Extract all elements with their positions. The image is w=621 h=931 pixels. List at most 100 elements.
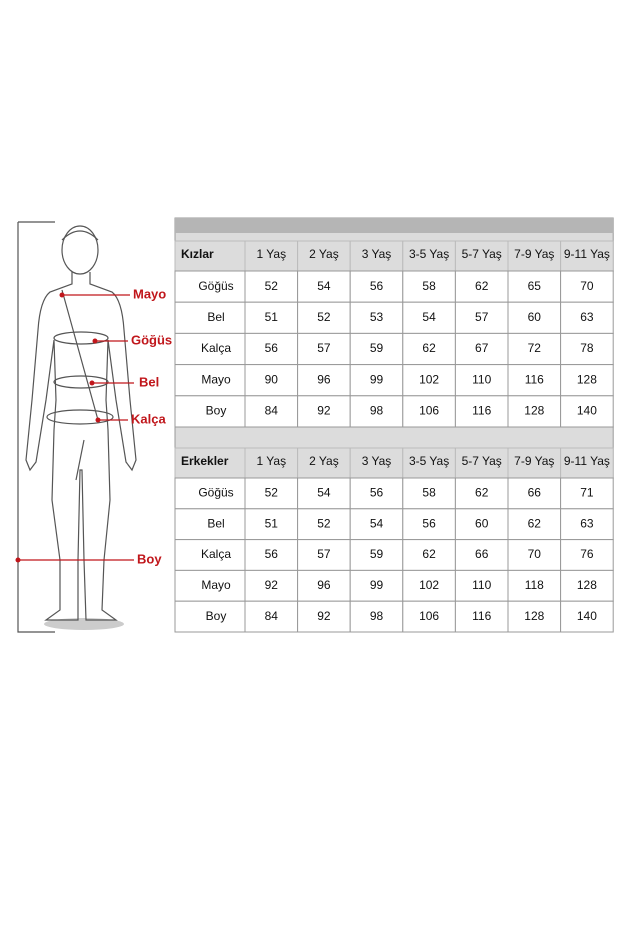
table-title: Erkekler bbox=[181, 454, 229, 468]
cell-value: 128 bbox=[577, 372, 597, 386]
cell-value: 62 bbox=[475, 279, 489, 293]
cell-value: 106 bbox=[419, 404, 439, 418]
figure-label: Kalça bbox=[131, 411, 166, 426]
column-header: 3 Yaş bbox=[362, 454, 392, 468]
cell bbox=[402, 477, 456, 510]
cell-value: 96 bbox=[317, 372, 331, 386]
cell bbox=[454, 477, 509, 510]
cell-value: 90 bbox=[265, 372, 279, 386]
cell-value: 59 bbox=[370, 341, 384, 355]
cell-value: 84 bbox=[265, 609, 279, 623]
cell-value: 67 bbox=[475, 341, 489, 355]
cell bbox=[507, 569, 562, 602]
column-header: 3-5 Yaş bbox=[409, 247, 449, 261]
row-label-cell bbox=[174, 270, 246, 303]
column-header: 7-9 Yaş bbox=[514, 454, 554, 468]
cell bbox=[507, 539, 562, 571]
cell-value: 99 bbox=[370, 578, 384, 592]
row-label: Göğüs bbox=[198, 279, 233, 293]
cell-value: 62 bbox=[422, 341, 436, 355]
cell-value: 116 bbox=[472, 404, 491, 418]
header-cell bbox=[402, 447, 456, 479]
cell-value: 92 bbox=[317, 404, 331, 418]
cell-value: 56 bbox=[422, 516, 436, 530]
cell-value: 54 bbox=[422, 310, 436, 324]
cell-value: 51 bbox=[265, 516, 279, 530]
cell bbox=[402, 301, 456, 334]
cell-value: 70 bbox=[580, 279, 594, 293]
row-label: Mayo bbox=[201, 578, 231, 592]
cell-value: 57 bbox=[317, 547, 331, 561]
cell-value: 54 bbox=[317, 279, 331, 293]
header-cell bbox=[297, 447, 351, 479]
cell-value: 128 bbox=[524, 404, 544, 418]
cell bbox=[454, 508, 509, 541]
cell-value: 66 bbox=[475, 547, 489, 561]
cell bbox=[454, 270, 509, 303]
row-label: Bel bbox=[207, 516, 224, 530]
column-header: 3 Yaş bbox=[362, 247, 392, 261]
cell-value: 65 bbox=[528, 279, 542, 293]
cell-value: 92 bbox=[265, 578, 279, 592]
cell bbox=[560, 600, 614, 633]
column-header: 5-7 Yaş bbox=[462, 454, 502, 468]
row-label: Bel bbox=[207, 310, 224, 324]
cell bbox=[560, 270, 614, 303]
cell-value: 102 bbox=[419, 578, 439, 592]
column-header: 9-11 Yaş bbox=[564, 247, 610, 261]
cell-value: 62 bbox=[528, 516, 542, 530]
cell bbox=[297, 569, 351, 602]
cell bbox=[349, 364, 404, 397]
cell bbox=[297, 332, 351, 366]
header-cell bbox=[174, 240, 246, 272]
cell-value: 106 bbox=[419, 609, 439, 623]
cell-value: 63 bbox=[580, 516, 594, 530]
cell-value: 60 bbox=[475, 516, 489, 530]
cell bbox=[507, 364, 562, 397]
cell bbox=[507, 395, 562, 428]
cell-value: 52 bbox=[265, 279, 279, 293]
column-header: 9-11 Yaş bbox=[564, 454, 610, 468]
header-cell bbox=[560, 240, 614, 272]
cell bbox=[349, 395, 404, 428]
figure-label: Mayo bbox=[133, 286, 166, 301]
cell bbox=[454, 301, 509, 334]
cell bbox=[507, 600, 562, 633]
cell bbox=[349, 270, 404, 303]
cell bbox=[297, 600, 351, 633]
cell-value: 54 bbox=[370, 516, 384, 530]
header-cell bbox=[560, 447, 614, 479]
cell-value: 66 bbox=[528, 486, 542, 500]
row-label-cell bbox=[174, 539, 246, 571]
header-band bbox=[175, 218, 614, 233]
row-label-cell bbox=[174, 301, 246, 334]
cell-value: 96 bbox=[317, 578, 331, 592]
cell-value: 116 bbox=[472, 609, 491, 623]
cell-value: 116 bbox=[525, 372, 544, 386]
cell bbox=[507, 301, 562, 334]
header-cell bbox=[454, 240, 509, 272]
cell-value: 58 bbox=[422, 486, 436, 500]
cell bbox=[244, 395, 299, 428]
column-header: 2 Yaş bbox=[309, 247, 339, 261]
column-header: 2 Yaş bbox=[309, 454, 339, 468]
cell-value: 99 bbox=[370, 372, 384, 386]
cell-value: 140 bbox=[577, 609, 597, 623]
header-cell bbox=[174, 447, 246, 479]
column-header: 5-7 Yaş bbox=[462, 247, 502, 261]
figure-label: Göğüs bbox=[131, 332, 172, 347]
row-label-cell bbox=[174, 395, 246, 428]
cell-value: 56 bbox=[265, 341, 279, 355]
cell-value: 53 bbox=[370, 310, 384, 324]
row-label: Kalça bbox=[201, 547, 231, 561]
cell-value: 118 bbox=[525, 578, 544, 592]
cell-value: 128 bbox=[524, 609, 544, 623]
row-label: Göğüs bbox=[198, 486, 233, 500]
cell bbox=[402, 539, 456, 571]
cell bbox=[297, 270, 351, 303]
figure-label: Bel bbox=[139, 374, 159, 389]
cell bbox=[297, 477, 351, 510]
cell-value: 98 bbox=[370, 609, 384, 623]
column-header: 1 Yaş bbox=[257, 454, 287, 468]
cell bbox=[402, 600, 456, 633]
